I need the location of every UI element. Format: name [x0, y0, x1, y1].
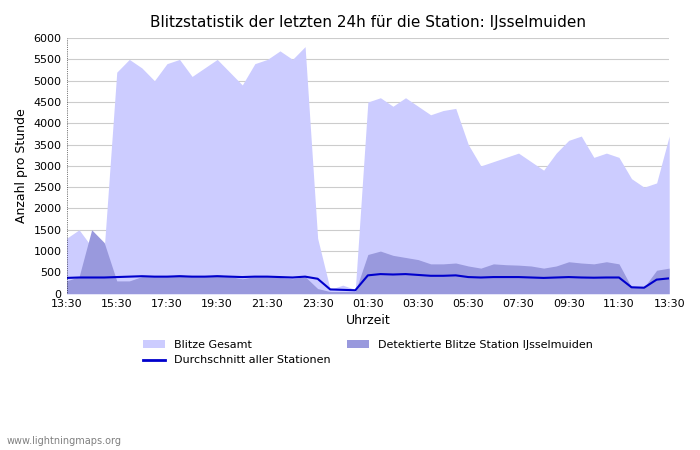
- Legend: Blitze Gesamt, Durchschnitt aller Stationen, Detektierte Blitze Station IJsselmu: Blitze Gesamt, Durchschnitt aller Statio…: [138, 335, 598, 370]
- Title: Blitzstatistik der letzten 24h für die Station: IJsselmuiden: Blitzstatistik der letzten 24h für die S…: [150, 15, 586, 30]
- Text: www.lightningmaps.org: www.lightningmaps.org: [7, 436, 122, 446]
- Y-axis label: Anzahl pro Stunde: Anzahl pro Stunde: [15, 108, 28, 223]
- X-axis label: Uhrzeit: Uhrzeit: [346, 314, 390, 327]
